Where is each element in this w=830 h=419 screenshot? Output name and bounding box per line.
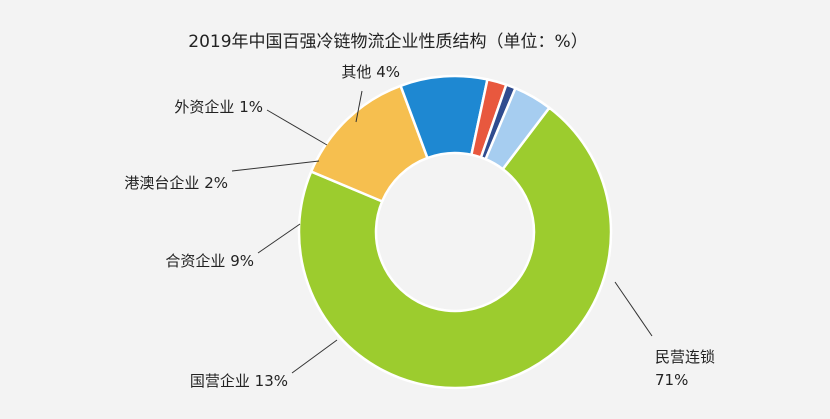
leader-line-1 [291, 339, 338, 374]
leader-line-3 [231, 160, 320, 172]
slice-label-5: 其他 4% [341, 63, 400, 81]
leader-line-2 [257, 223, 301, 254]
chart-title: 2019年中国百强冷链物流企业性质结构（单位：%） [188, 32, 587, 52]
leader-line-5 [355, 90, 363, 123]
slice-0 [297, 106, 613, 390]
slice-label-3: 港澳台企业 2% [124, 174, 228, 192]
leader-line-0 [614, 281, 653, 337]
leader-line-4 [266, 109, 328, 146]
slice-5 [484, 86, 551, 171]
slice-label-4: 外资企业 1% [174, 98, 263, 116]
slice-label-1: 国营企业 13% [190, 372, 288, 390]
slice-value-0: 71% [655, 371, 688, 389]
labels-group: 民营连锁 71% 国营企业 13% 合资企业 9% 港澳台企业 2% 外资企业 1% 其他 … [124, 63, 715, 390]
slices-group [297, 74, 613, 390]
leader-lines-group [231, 90, 653, 374]
slice-label-2: 合资企业 9% [165, 252, 254, 270]
slice-label-0: 民营连锁 [655, 348, 715, 366]
